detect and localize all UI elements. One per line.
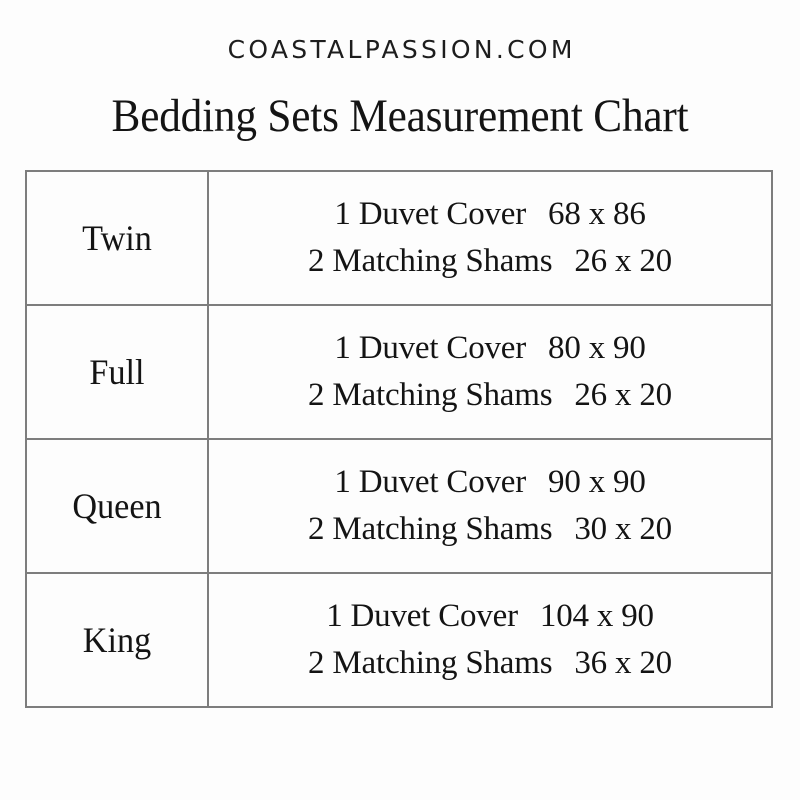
- detail-cell-queen: 1 Duvet Cover 90 x 90 2 Matching Shams 30 …: [207, 438, 773, 574]
- detail-cell-twin: 1 Duvet Cover 68 x 86 2 Matching Shams 26 …: [207, 170, 773, 306]
- detail-line: 2 Matching Shams 26 x 20: [209, 372, 771, 419]
- site-name: COASTALPASSION.COM: [227, 35, 576, 64]
- table-row: Full 1 Duvet Cover 80 x 90 2 Matching Sha…: [26, 304, 773, 440]
- size-cell-twin: Twin: [29, 170, 205, 306]
- table-row: Twin 1 Duvet Cover 68 x 86 2 Matching Sha…: [26, 170, 773, 306]
- detail-line: 2 Matching Shams 36 x 20: [209, 640, 771, 687]
- item-dimensions: 26 x 20: [574, 377, 672, 413]
- item-label: 2 Matching Shams: [308, 511, 553, 547]
- item-label: 2 Matching Shams: [308, 645, 553, 681]
- item-dimensions: 104 x 90: [539, 598, 654, 634]
- size-cell-queen: Queen: [29, 438, 205, 574]
- item-label: 1 Duvet Cover: [334, 196, 527, 232]
- item-label: 2 Matching Shams: [308, 377, 553, 413]
- item-dimensions: 36 x 20: [574, 645, 672, 681]
- item-dimensions: 30 x 20: [574, 511, 672, 547]
- detail-line: 2 Matching Shams 26 x 20: [209, 238, 771, 285]
- table-row: Queen 1 Duvet Cover 90 x 90 2 Matching Sh…: [26, 438, 773, 574]
- item-label: 1 Duvet Cover: [326, 598, 518, 634]
- page-title: Bedding Sets Measurement Chart: [111, 90, 689, 142]
- detail-line: 1 Duvet Cover 68 x 86: [209, 191, 771, 238]
- item-dimensions: 90 x 90: [548, 464, 646, 500]
- item-label: 2 Matching Shams: [308, 243, 553, 279]
- size-label: Queen: [72, 486, 162, 526]
- size-cell-full: Full: [29, 304, 205, 440]
- item-label: 1 Duvet Cover: [334, 464, 527, 500]
- detail-line: 1 Duvet Cover 80 x 90: [209, 325, 771, 372]
- detail-line: 1 Duvet Cover 90 x 90: [209, 459, 771, 506]
- detail-cell-king: 1 Duvet Cover 104 x 90 2 Matching Shams 36…: [207, 572, 773, 708]
- table-row: King 1 Duvet Cover 104 x 90 2 Matching Sh…: [26, 572, 773, 708]
- size-label: Full: [89, 352, 145, 392]
- item-dimensions: 68 x 86: [548, 196, 646, 232]
- detail-line: 2 Matching Shams 30 x 20: [209, 506, 771, 553]
- detail-line: 1 Duvet Cover 104 x 90: [209, 593, 771, 640]
- bedding-measurement-table: Twin 1 Duvet Cover 68 x 86 2 Matching Sha…: [25, 170, 773, 708]
- item-dimensions: 26 x 20: [574, 243, 672, 279]
- size-label: Twin: [82, 218, 152, 258]
- item-label: 1 Duvet Cover: [334, 330, 527, 366]
- size-label: King: [82, 620, 152, 660]
- detail-cell-full: 1 Duvet Cover 80 x 90 2 Matching Shams 26 …: [207, 304, 773, 440]
- item-dimensions: 80 x 90: [548, 330, 646, 366]
- table-body: Twin 1 Duvet Cover 68 x 86 2 Matching Sha…: [26, 170, 773, 708]
- size-cell-king: King: [29, 572, 205, 708]
